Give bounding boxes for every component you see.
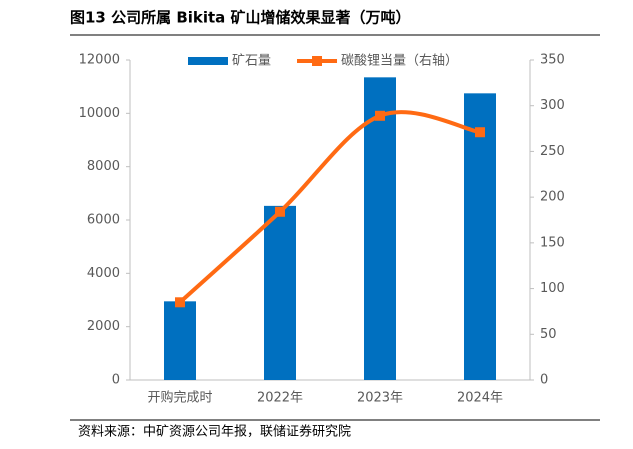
marker (275, 206, 285, 217)
y-tick-label: 4000 (87, 266, 120, 281)
y2-tick-label: 50 (540, 327, 557, 342)
y2-tick-label: 200 (540, 190, 565, 205)
bar (364, 77, 396, 380)
y2-tick-label: 300 (540, 98, 565, 113)
y2-tick-label: 0 (540, 373, 548, 388)
bar (164, 301, 196, 380)
y-tick-label: 0 (112, 373, 120, 388)
y-tick-label: 8000 (87, 159, 120, 174)
y-tick-label: 6000 (87, 213, 120, 228)
x-tick-label: 2024年 (457, 391, 503, 406)
y2-tick-label: 350 (540, 53, 565, 68)
source: 资料来源：中矿资源公司年报，联储证券研究院 (78, 424, 351, 440)
y-tick-label: 12000 (79, 53, 120, 68)
x-tick-label: 开购完成时 (147, 390, 212, 406)
marker (175, 297, 185, 308)
y2-tick-label: 100 (540, 281, 565, 296)
line (178, 110, 481, 304)
bar (464, 93, 496, 380)
x-tick-label: 2023年 (357, 391, 403, 406)
marker (375, 110, 385, 121)
x-tick-label: 2022年 (257, 391, 303, 406)
legend-swatch (188, 57, 228, 65)
chart-title: 图13 公司所属 Bikita 矿山增储效果显著（万吨） (70, 9, 411, 27)
legend-label: 碳酸锂当量（右轴） (341, 54, 458, 69)
marker (475, 127, 485, 138)
y2-tick-label: 150 (540, 235, 565, 250)
y2-tick-label: 250 (540, 144, 565, 159)
bar (264, 205, 296, 380)
legend-swatch (312, 56, 323, 66)
y-tick-label: 10000 (79, 106, 120, 121)
legend-label: 矿石量 (232, 54, 271, 69)
y-tick-label: 2000 (87, 319, 120, 334)
